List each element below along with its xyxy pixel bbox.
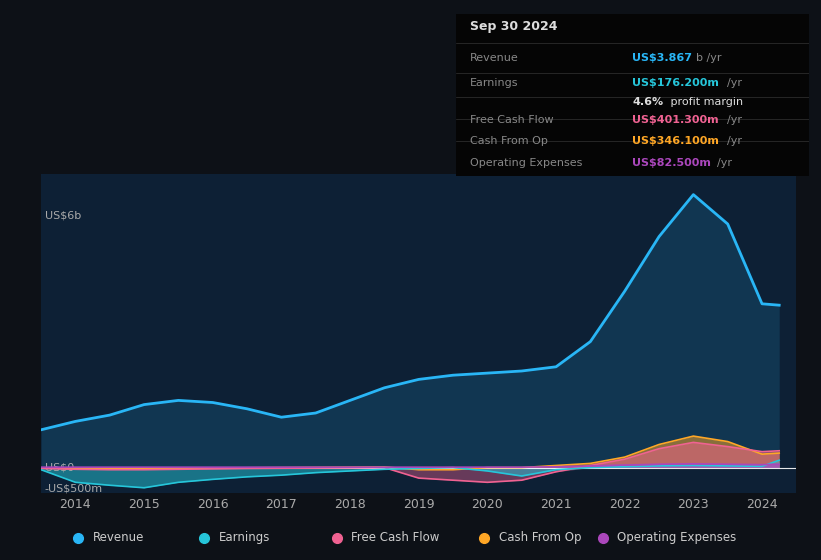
Text: b /yr: b /yr [695, 53, 721, 63]
Text: /yr: /yr [727, 115, 742, 124]
Text: US$401.300m: US$401.300m [632, 115, 722, 124]
Text: /yr: /yr [727, 78, 742, 88]
Text: Operating Expenses: Operating Expenses [617, 531, 736, 544]
Text: US$0: US$0 [45, 463, 74, 473]
Text: Free Cash Flow: Free Cash Flow [470, 115, 553, 124]
Text: /yr: /yr [717, 158, 732, 169]
Text: US$346.100m: US$346.100m [632, 137, 723, 147]
Text: 4.6%: 4.6% [632, 97, 663, 107]
Text: US$82.500m: US$82.500m [632, 158, 715, 169]
Text: Sep 30 2024: Sep 30 2024 [470, 21, 557, 34]
Text: US$6b: US$6b [45, 211, 81, 221]
Text: Revenue: Revenue [470, 53, 519, 63]
Text: Operating Expenses: Operating Expenses [470, 158, 582, 169]
Text: US$3.867: US$3.867 [632, 53, 692, 63]
Text: Cash From Op: Cash From Op [470, 137, 548, 147]
Text: Cash From Op: Cash From Op [499, 531, 581, 544]
Text: profit margin: profit margin [667, 97, 744, 107]
Text: Free Cash Flow: Free Cash Flow [351, 531, 440, 544]
Text: Earnings: Earnings [218, 531, 270, 544]
Text: US$176.200m: US$176.200m [632, 78, 723, 88]
Text: -US$500m: -US$500m [45, 484, 103, 493]
Text: Earnings: Earnings [470, 78, 518, 88]
Text: /yr: /yr [727, 137, 742, 147]
Text: Revenue: Revenue [93, 531, 144, 544]
